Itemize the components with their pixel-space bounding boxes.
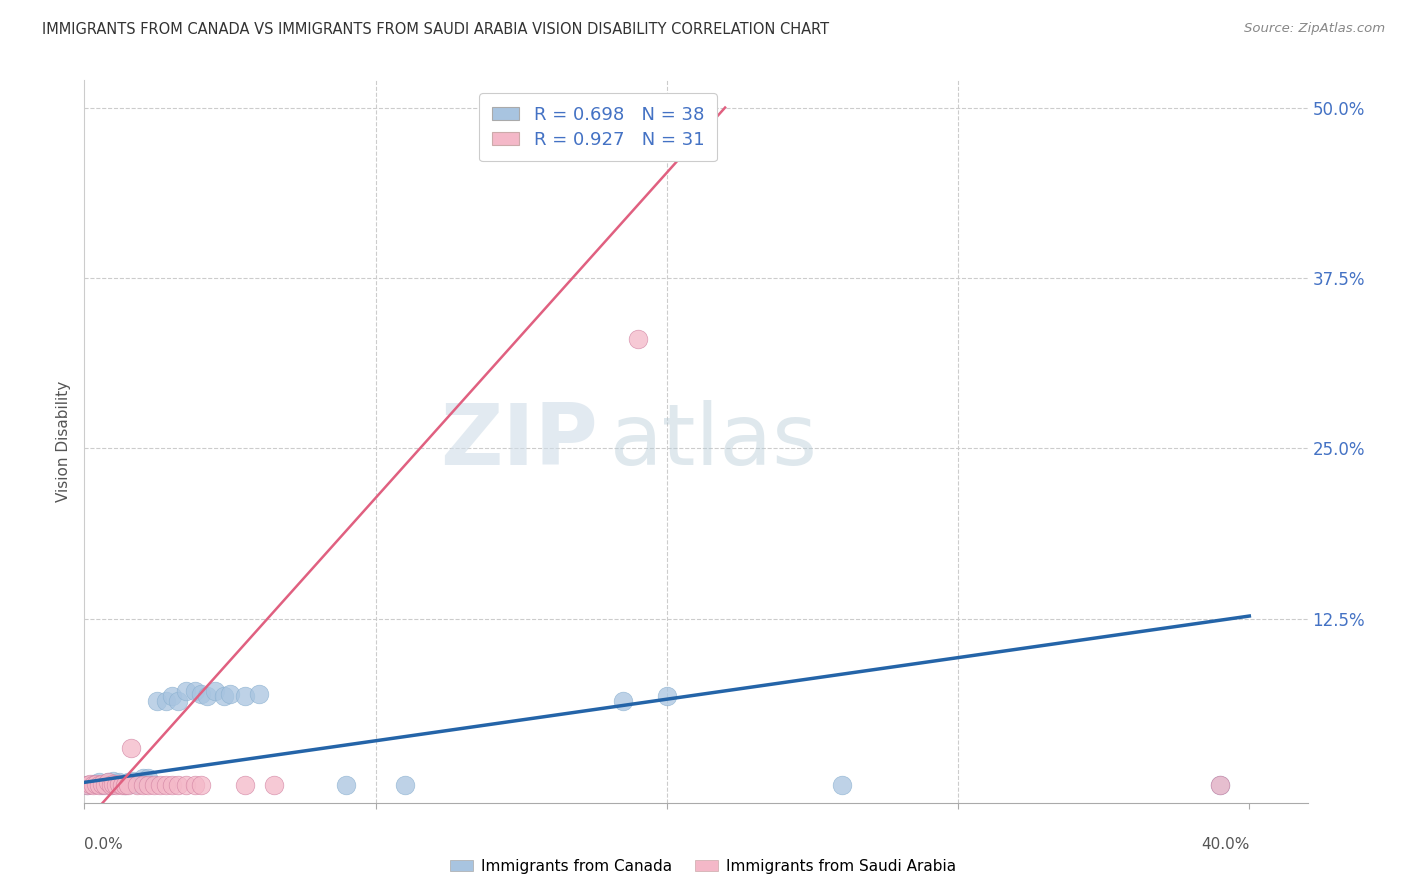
Point bbox=[114, 778, 136, 792]
Point bbox=[87, 775, 110, 789]
Text: Source: ZipAtlas.com: Source: ZipAtlas.com bbox=[1244, 22, 1385, 36]
Point bbox=[125, 777, 148, 791]
Point bbox=[190, 687, 212, 701]
Point bbox=[219, 687, 242, 701]
Y-axis label: Vision Disability: Vision Disability bbox=[56, 381, 72, 502]
Point bbox=[166, 693, 188, 707]
Point bbox=[233, 690, 256, 704]
Text: ZIP: ZIP bbox=[440, 400, 598, 483]
Point bbox=[84, 777, 107, 791]
Point bbox=[125, 778, 148, 792]
Point bbox=[122, 774, 145, 789]
Point bbox=[120, 777, 142, 791]
Point bbox=[103, 774, 125, 789]
Point bbox=[97, 775, 120, 789]
Point bbox=[108, 775, 131, 789]
Point bbox=[247, 687, 270, 701]
Legend: Immigrants from Canada, Immigrants from Saudi Arabia: Immigrants from Canada, Immigrants from … bbox=[444, 853, 962, 880]
Point bbox=[138, 771, 160, 785]
Text: IMMIGRANTS FROM CANADA VS IMMIGRANTS FROM SAUDI ARABIA VISION DISABILITY CORRELA: IMMIGRANTS FROM CANADA VS IMMIGRANTS FRO… bbox=[42, 22, 830, 37]
Point bbox=[82, 778, 104, 792]
Point bbox=[184, 778, 207, 792]
Point bbox=[612, 693, 634, 707]
Point bbox=[212, 690, 235, 704]
Point bbox=[79, 777, 101, 791]
Legend: R = 0.698   N = 38, R = 0.927   N = 31: R = 0.698 N = 38, R = 0.927 N = 31 bbox=[479, 93, 717, 161]
Point bbox=[138, 778, 160, 792]
Point bbox=[190, 778, 212, 792]
Point bbox=[155, 693, 177, 707]
Point bbox=[131, 771, 153, 785]
Point bbox=[82, 777, 104, 791]
Point bbox=[174, 778, 197, 792]
Point bbox=[184, 684, 207, 698]
Point bbox=[100, 778, 122, 792]
Point bbox=[76, 778, 98, 792]
Point bbox=[146, 693, 169, 707]
Point bbox=[76, 778, 98, 792]
Point bbox=[100, 778, 122, 792]
Point bbox=[655, 690, 678, 704]
Point bbox=[627, 332, 650, 346]
Point bbox=[160, 778, 183, 792]
Point bbox=[120, 741, 142, 756]
Point bbox=[90, 777, 112, 791]
Point bbox=[149, 778, 172, 792]
Point bbox=[166, 778, 188, 792]
Point bbox=[111, 777, 134, 791]
Point bbox=[143, 778, 166, 792]
Point bbox=[1209, 778, 1232, 792]
Point bbox=[103, 777, 125, 791]
Point bbox=[263, 778, 285, 792]
Point bbox=[105, 778, 128, 792]
Point bbox=[131, 778, 153, 792]
Point bbox=[174, 684, 197, 698]
Point bbox=[233, 778, 256, 792]
Point bbox=[1209, 778, 1232, 792]
Point bbox=[160, 690, 183, 704]
Text: 40.0%: 40.0% bbox=[1201, 837, 1250, 852]
Point bbox=[111, 778, 134, 792]
Point bbox=[195, 690, 218, 704]
Point bbox=[105, 777, 128, 791]
Text: atlas: atlas bbox=[610, 400, 818, 483]
Point bbox=[90, 778, 112, 792]
Point bbox=[97, 775, 120, 789]
Point bbox=[93, 778, 115, 792]
Point bbox=[117, 778, 139, 792]
Point bbox=[117, 775, 139, 789]
Point bbox=[204, 684, 226, 698]
Point bbox=[831, 778, 853, 792]
Point bbox=[84, 777, 107, 791]
Point bbox=[155, 778, 177, 792]
Point bbox=[394, 778, 416, 792]
Point bbox=[93, 777, 115, 791]
Point bbox=[335, 778, 357, 792]
Point bbox=[114, 778, 136, 792]
Point bbox=[108, 777, 131, 791]
Point bbox=[87, 778, 110, 792]
Text: 0.0%: 0.0% bbox=[84, 837, 124, 852]
